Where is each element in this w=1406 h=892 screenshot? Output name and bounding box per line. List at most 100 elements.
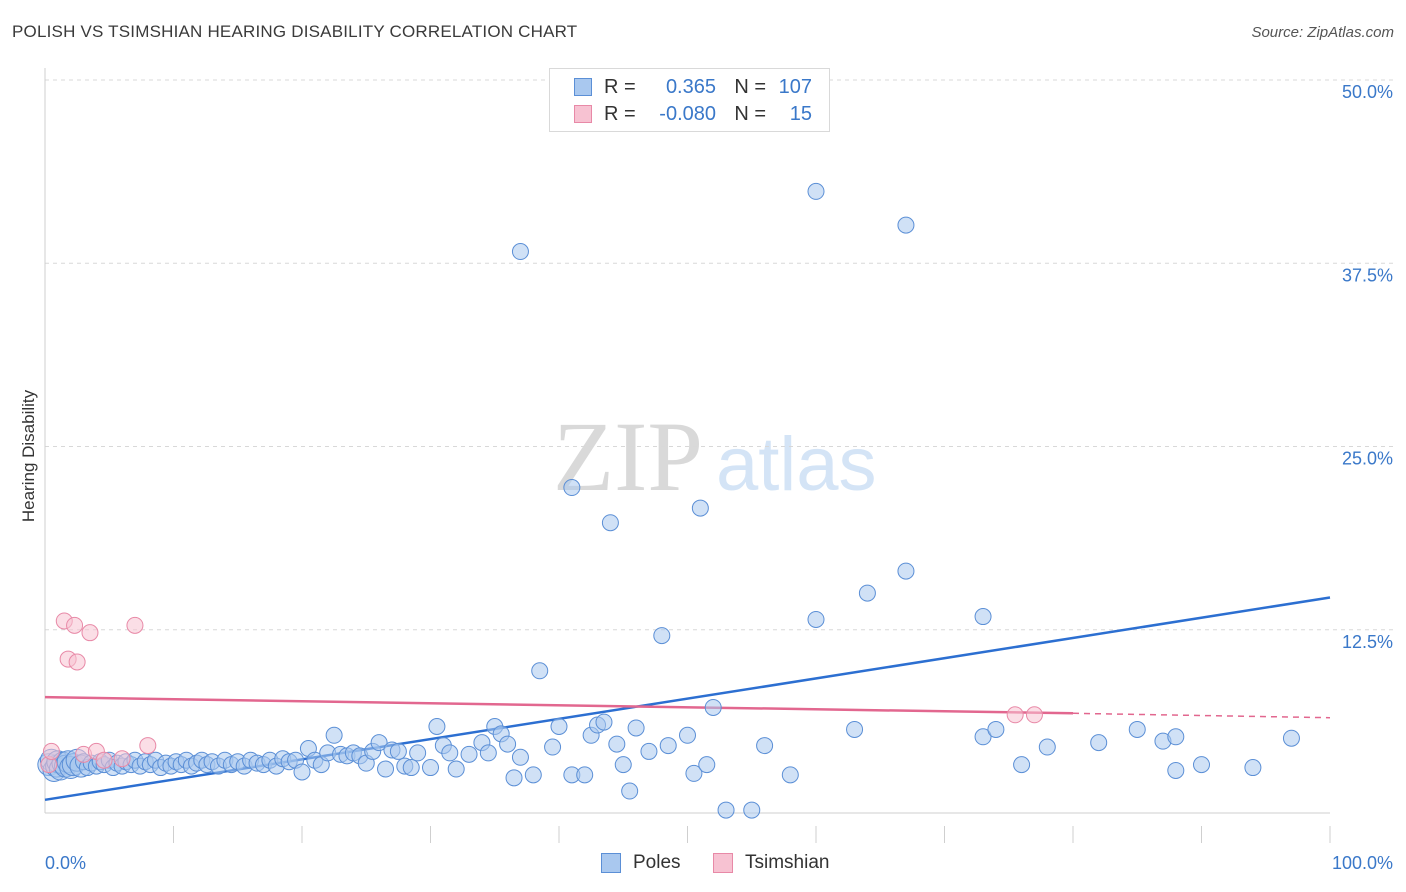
tsimshian-point: [42, 742, 60, 760]
tsimshian-point: [68, 653, 86, 671]
poles-point: [499, 735, 517, 753]
poles-point: [428, 718, 446, 736]
r-label: R =: [604, 75, 636, 98]
poles-point: [756, 737, 774, 755]
poles-point: [807, 182, 825, 200]
r-value: -0.080: [659, 102, 716, 125]
poles-point: [614, 756, 632, 774]
poles-point: [987, 720, 1005, 738]
correlation-legend: R = 0.365 N = 107 R = -0.080 N = 15: [549, 68, 830, 132]
poles-point: [897, 562, 915, 580]
poles-point: [601, 514, 619, 532]
poles-point: [685, 764, 703, 782]
x-tick-label: 0.0%: [45, 853, 86, 873]
watermark: ZIP atlas: [553, 401, 877, 512]
poles-point: [389, 742, 407, 760]
poles-point: [691, 499, 709, 517]
poles-point: [1193, 756, 1210, 774]
y-axis-label: Hearing Disability: [19, 389, 38, 522]
poles-point: [460, 745, 478, 763]
r-value: 0.365: [665, 75, 716, 98]
poles-point: [524, 766, 542, 784]
poles-point: [1282, 729, 1300, 747]
poles-point: [1244, 759, 1262, 777]
poles-point: [717, 801, 735, 819]
tsimshian-point: [139, 737, 157, 755]
y-tick-label: 25.0%: [1342, 449, 1393, 469]
tsimshian-point: [1025, 706, 1043, 724]
poles-point: [897, 216, 915, 234]
poles-point: [544, 738, 562, 756]
poles-point: [325, 726, 343, 744]
tsimshian-point: [81, 624, 99, 642]
y-tick-label: 12.5%: [1342, 632, 1393, 652]
poles-point: [595, 713, 613, 731]
poles-point: [511, 748, 529, 766]
n-label: N =: [734, 75, 766, 98]
poles-point: [402, 759, 420, 777]
poles-point: [974, 728, 992, 746]
poles-point: [653, 627, 671, 645]
poles-point: [627, 719, 645, 737]
legend-item-poles[interactable]: Poles: [601, 852, 681, 874]
poles-point: [1013, 756, 1031, 774]
y-tick-label: 37.5%: [1342, 265, 1393, 285]
poles-point: [370, 734, 388, 752]
x-tick-label: 100.0%: [1332, 853, 1393, 873]
poles-point: [1038, 738, 1056, 756]
poles-point: [422, 759, 439, 777]
poles-point: [1128, 720, 1146, 738]
poles-point: [659, 737, 677, 755]
tsimshian-trend-extension: [1072, 712, 1331, 719]
tsimshian-legend-label: Tsimshian: [745, 852, 830, 873]
poles-point: [743, 801, 761, 819]
poles-point: [621, 782, 639, 800]
poles-point: [858, 584, 876, 602]
poles-point: [698, 756, 716, 774]
poles-legend-swatch: [601, 853, 621, 873]
poles-point: [679, 726, 696, 744]
tsimshian-point: [1006, 706, 1024, 724]
n-value: 15: [789, 102, 812, 125]
poles-point: [409, 744, 427, 762]
poles-point: [447, 760, 465, 778]
poles-point: [640, 742, 658, 760]
legend-item-tsimshian[interactable]: Tsimshian: [713, 852, 829, 874]
poles-point: [293, 763, 311, 781]
poles-point: [781, 766, 799, 784]
poles-point: [1167, 728, 1185, 746]
tsimshian-point: [113, 750, 131, 768]
labels-layer: 12.5% 25.0% 37.5% 50.0% 0.0% 100.0%: [45, 82, 1393, 873]
n-value: 107: [778, 75, 812, 98]
poles-point: [846, 720, 864, 738]
grid-layer: [45, 79, 1395, 631]
tsimshian-point: [126, 616, 144, 634]
poles-point: [1167, 761, 1185, 779]
watermark-atlas: atlas: [716, 422, 877, 507]
legend-row-tsimshian: R = -0.080 N = 15: [574, 102, 812, 126]
chart-title: POLISH VS TSIMSHIAN HEARING DISABILITY C…: [12, 22, 578, 41]
source-label: Source: ZipAtlas.com: [1251, 24, 1394, 41]
poles-point: [807, 610, 825, 628]
poles-point: [608, 735, 626, 753]
poles-point: [531, 662, 549, 680]
tsimshian-trend-line: [44, 695, 1074, 715]
poles-point: [576, 766, 594, 784]
points-layer: [37, 182, 1300, 819]
poles-point: [505, 769, 523, 787]
poles-point: [479, 744, 497, 762]
y-tick-label: 50.0%: [1342, 82, 1393, 102]
poles-legend-label: Poles: [633, 852, 681, 873]
poles-point: [441, 744, 459, 762]
tsimshian-swatch: [574, 105, 592, 123]
poles-point: [1090, 734, 1108, 752]
tsimshian-legend-swatch: [713, 853, 733, 873]
axis-layer: [44, 68, 1331, 843]
poles-point: [377, 760, 395, 778]
poles-point: [704, 698, 722, 716]
poles-point: [511, 243, 529, 261]
legend-row-poles: R = 0.365 N = 107: [574, 75, 812, 99]
poles-point: [974, 608, 992, 626]
n-label: N =: [734, 102, 766, 125]
